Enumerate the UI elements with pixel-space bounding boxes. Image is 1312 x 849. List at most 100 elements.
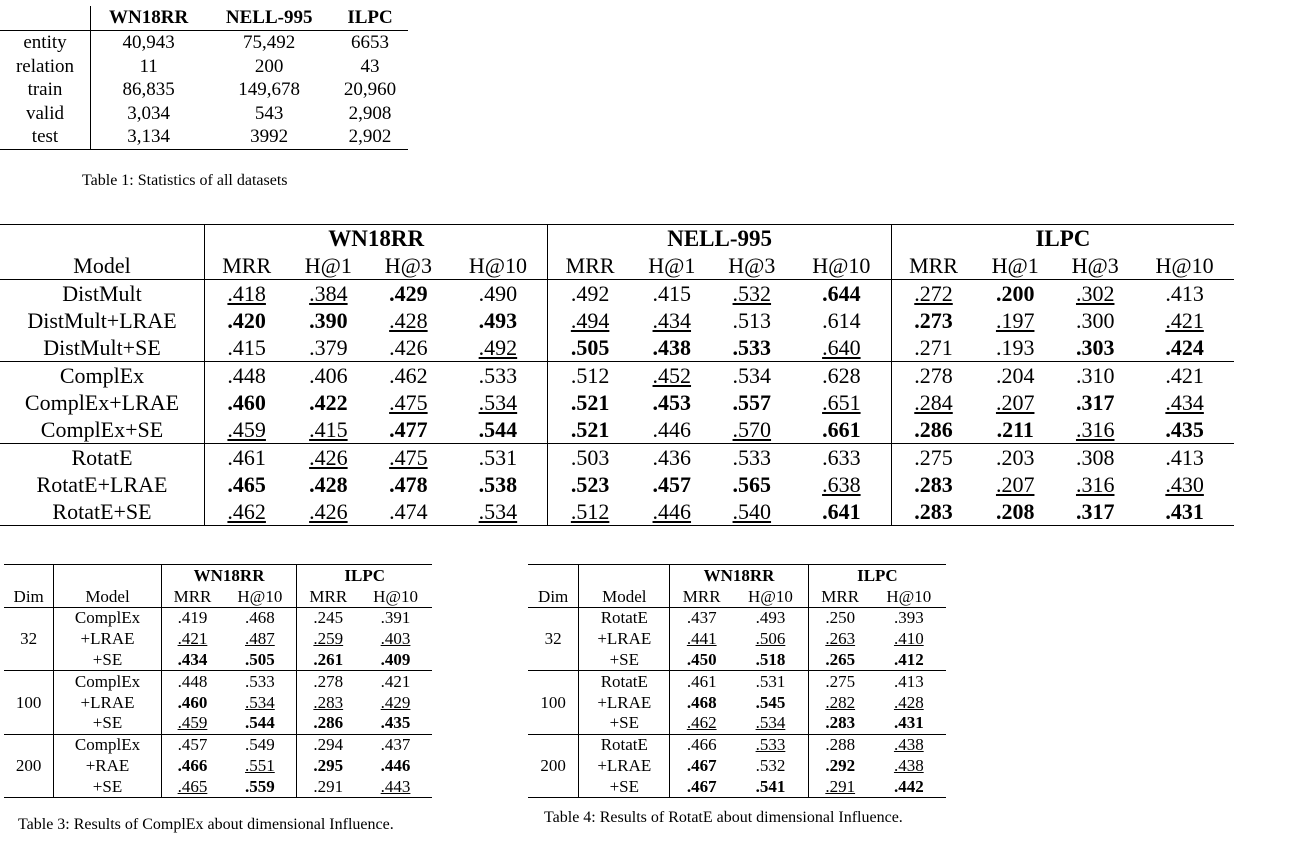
- result-cell: .245: [296, 607, 360, 629]
- table-3-complex-dimension: WN18RR ILPC Dim Model MRR H@10 MRR H@10 32 Compl…: [4, 564, 432, 799]
- table-2-body: DistMult .418 .384 .429 .490 .492 .415 .532 .644…: [0, 279, 1234, 526]
- dataset-group-header: WN18RR: [203, 224, 548, 252]
- result-cell: .278: [890, 361, 976, 389]
- result-cell: .534: [478, 499, 518, 524]
- model-name: +SE: [578, 712, 670, 735]
- result-cell: .490: [478, 281, 518, 306]
- table-row: +LRAE .467 .532 .292 .438: [528, 755, 946, 777]
- metric-header: MRR: [547, 252, 632, 280]
- column-header: WN18RR: [109, 7, 189, 28]
- result-cell: .292: [807, 755, 872, 777]
- result-cell: .282: [807, 692, 872, 713]
- result-cell: .459: [204, 416, 289, 444]
- dataset-group-header: ILPC: [807, 564, 946, 586]
- corner-cell: [0, 6, 91, 31]
- result-cell: .288: [807, 734, 872, 756]
- result-cell: .424: [1165, 335, 1204, 360]
- result-cell: .441: [669, 628, 734, 650]
- result-cell: .283: [296, 692, 360, 713]
- table-4-head: WN18RR ILPC Dim Model MRR H@10 MRR H@10: [528, 564, 946, 608]
- table-cell: 2,902: [348, 126, 392, 148]
- model-header: Model: [578, 586, 670, 608]
- model-name: +LRAE: [578, 692, 670, 713]
- result-cell: .278: [296, 670, 360, 693]
- metric-header: H@1: [991, 253, 1039, 278]
- metric-header: MRR: [296, 586, 360, 608]
- table-cell: 11: [139, 55, 158, 77]
- result-cell: .533: [245, 671, 275, 691]
- result-cell: .316: [1075, 472, 1115, 497]
- table-row: RotatE .461 .426 .475 .531 .503 .436 .533 .633 .2…: [0, 443, 1234, 471]
- table-cell: 543: [254, 102, 284, 124]
- model-header: Model: [53, 586, 162, 608]
- dim-value: 32: [544, 629, 562, 649]
- table-row: +SE .465 .559 .291 .443: [4, 776, 432, 798]
- result-cell: .461: [669, 670, 734, 693]
- result-cell: .462: [204, 498, 289, 526]
- table-2-head: WN18RR NELL-995 ILPC Model MRR H@1 H@3 H@10 MRR H…: [0, 224, 1234, 280]
- result-cell: .303: [1075, 335, 1115, 360]
- dim-value: 32: [20, 629, 38, 649]
- result-cell: .273: [890, 307, 976, 334]
- model-name: +LRAE: [53, 692, 162, 713]
- result-cell: .308: [1075, 445, 1115, 470]
- result-cell: .443: [380, 776, 411, 796]
- model-name: ComplEx: [53, 734, 162, 756]
- result-cell: .523: [547, 471, 632, 498]
- result-cell: .302: [1075, 281, 1115, 306]
- result-cell: .437: [669, 607, 734, 629]
- metric-header: H@10: [468, 253, 527, 278]
- result-cell: .459: [160, 712, 224, 735]
- table-4-rotate-dimension: WN18RR ILPC Dim Model MRR H@10 MRR H@10 32 Rotat…: [528, 564, 946, 799]
- result-cell: .460: [204, 389, 289, 416]
- table-cell: 2,908: [348, 102, 392, 124]
- result-cell: .208: [995, 499, 1035, 524]
- result-cell: .421: [1165, 308, 1204, 333]
- metric-header: H@3: [728, 253, 776, 278]
- result-cell: .466: [669, 734, 734, 756]
- table-row: DistMult+LRAE .420 .390 .428 .493 .494 .434 .51…: [0, 307, 1234, 334]
- result-cell: .259: [296, 628, 360, 650]
- result-cell: .426: [309, 499, 348, 524]
- metric-header: H@10: [1155, 253, 1214, 278]
- result-cell: .446: [652, 499, 692, 524]
- result-cell: .415: [204, 334, 289, 362]
- result-cell: .661: [822, 417, 861, 442]
- table-row: DistMult+SE .415 .379 .426 .492 .505 .438 .533.…: [0, 334, 1234, 362]
- result-cell: .453: [652, 390, 692, 415]
- result-cell: .541: [755, 776, 786, 796]
- result-cell: .294: [296, 734, 360, 756]
- metric-header: H@3: [384, 253, 432, 278]
- result-cell: .415: [309, 417, 348, 442]
- result-cell: .428: [309, 472, 348, 497]
- result-cell: .310: [1075, 363, 1115, 388]
- result-cell: .200: [995, 281, 1035, 306]
- dataset-group-header: NELL-995: [547, 224, 892, 252]
- result-cell: .434: [652, 308, 692, 333]
- result-cell: .435: [1165, 417, 1204, 442]
- table-row: entity 40,943 75,492 6653: [0, 30, 408, 55]
- result-cell: .283: [890, 498, 976, 526]
- table-cell: 200: [254, 55, 284, 77]
- table-row: DistMult .418 .384 .429 .490 .492 .415 .532 .644…: [0, 279, 1234, 307]
- result-cell: .651: [822, 390, 861, 415]
- result-cell: .538: [478, 472, 518, 497]
- result-cell: .475: [389, 390, 428, 415]
- result-cell: .462: [669, 712, 734, 735]
- dataset-group-header: ILPC: [890, 224, 1234, 252]
- result-cell: .291: [807, 776, 872, 798]
- model-name: +SE: [578, 649, 670, 671]
- metric-header: MRR: [160, 586, 224, 608]
- result-cell: .474: [389, 499, 428, 524]
- result-cell: .197: [995, 308, 1035, 333]
- model-name: ComplEx+SE: [40, 417, 164, 442]
- metric-header: H@10: [373, 587, 418, 606]
- result-cell: .533: [478, 363, 518, 388]
- table-row: 100 RotatE .461 .531 .275 .413: [528, 670, 946, 712]
- result-cell: .193: [995, 335, 1035, 360]
- table-1-body: entity 40,943 75,492 6653 relation 11 200 43 tra…: [0, 30, 408, 149]
- result-cell: .468: [669, 692, 734, 713]
- result-cell: .534: [478, 390, 518, 415]
- metric-header: H@1: [648, 253, 696, 278]
- dataset-group-header: ILPC: [296, 564, 432, 586]
